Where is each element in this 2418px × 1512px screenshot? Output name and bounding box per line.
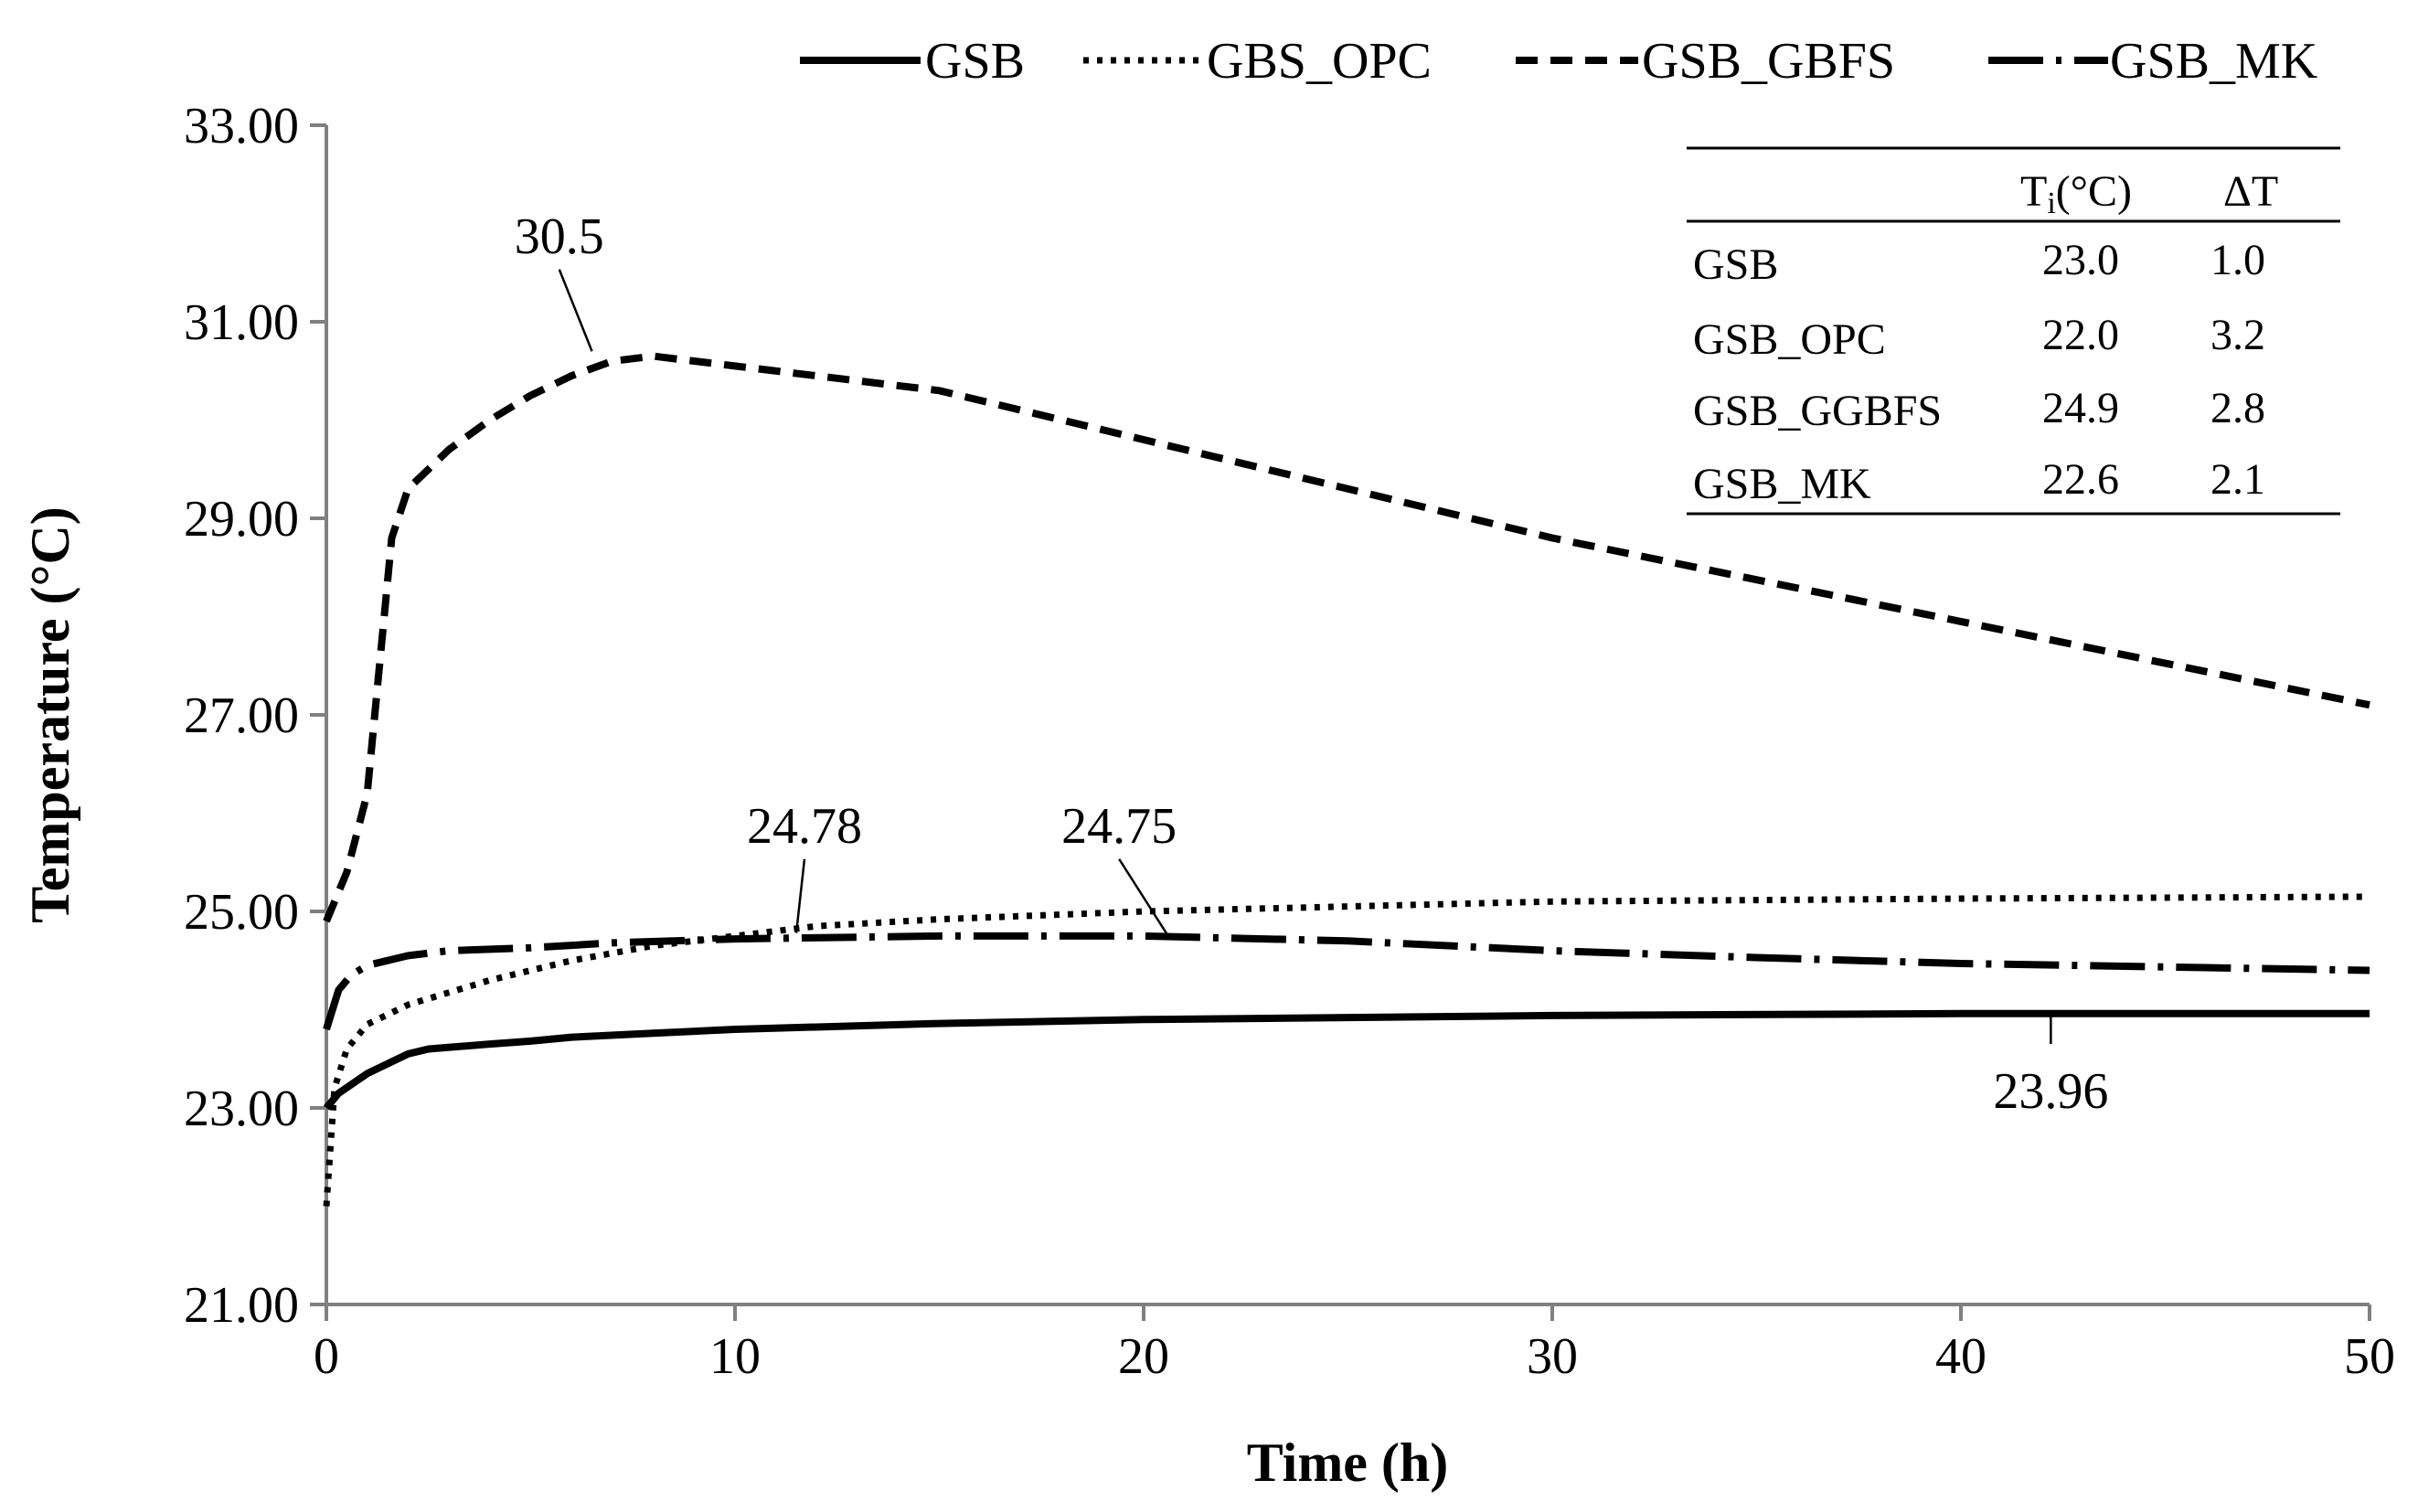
table-row-ti: 24.9 bbox=[2042, 384, 2119, 432]
table-header-ti: Ti(°C) bbox=[2020, 167, 2132, 220]
y-axis-ticks: 21.00 23.00 25.00 27.00 29.00 31.00 33.00 bbox=[184, 98, 326, 1334]
table-row-dt: 2.1 bbox=[2210, 455, 2265, 504]
table-header-ti-unit: (°C) bbox=[2056, 167, 2132, 216]
series-line-gsb-mk bbox=[323, 932, 2370, 1031]
annotation-label: 30.5 bbox=[515, 208, 604, 265]
x-axis-ticks: 0 10 20 30 40 50 bbox=[314, 1304, 2395, 1385]
table-header-ti-sub: i bbox=[2047, 186, 2055, 220]
y-axis-title: Temperature (°C) bbox=[20, 506, 80, 923]
table-row: GSB 23.0 1.0 bbox=[1693, 236, 2265, 289]
x-tick-label: 10 bbox=[709, 1328, 761, 1385]
annotation-layer: 30.5 24.78 24.75 23.96 bbox=[515, 208, 2109, 1120]
legend-label-gsb: GSB bbox=[925, 33, 1025, 90]
table-row-label: GSB_OPC bbox=[1693, 315, 1886, 364]
table-row-ti: 23.0 bbox=[2042, 236, 2119, 284]
table-row-dt: 2.8 bbox=[2210, 384, 2265, 432]
legend: GSB GBS_OPC GSB_GBFS GSB_MK bbox=[800, 33, 2317, 90]
inset-table: Ti(°C) ΔT GSB 23.0 1.0 GSB_OPC 22.0 3.2 … bbox=[1687, 146, 2340, 516]
x-tick-label: 0 bbox=[314, 1328, 339, 1385]
y-tick-label: 23.00 bbox=[184, 1081, 299, 1137]
annotation-leader bbox=[1118, 858, 1169, 937]
table-header-dt: ΔT bbox=[2223, 167, 2278, 216]
y-tick-label: 27.00 bbox=[184, 687, 299, 744]
table-row-dt: 1.0 bbox=[2210, 236, 2265, 284]
legend-label-gsb-mk: GSB_MK bbox=[2110, 33, 2317, 90]
x-tick-label: 40 bbox=[1935, 1328, 1987, 1385]
table-row: GSB_MK 22.6 2.1 bbox=[1693, 455, 2265, 508]
table-row-ti: 22.0 bbox=[2042, 311, 2119, 359]
table-row: GSB_GGBFS 24.9 2.8 bbox=[1693, 384, 2265, 435]
annotation-leader bbox=[558, 269, 593, 352]
legend-label-gbs-opc: GBS_OPC bbox=[1207, 33, 1432, 90]
y-tick-label: 33.00 bbox=[184, 98, 299, 154]
series-layer bbox=[323, 352, 2370, 1207]
series-line-gsb bbox=[323, 1009, 2370, 1111]
table-row-label: GSB_GGBFS bbox=[1693, 387, 1942, 435]
legend-label-gsb-gbfs: GSB_GBFS bbox=[1642, 33, 1895, 90]
x-axis-title: Time (h) bbox=[1247, 1432, 1449, 1493]
table-row-ti: 22.6 bbox=[2042, 455, 2119, 504]
table-row-label: GSB_MK bbox=[1693, 460, 1871, 508]
annotation-label: 24.78 bbox=[747, 798, 862, 855]
annotation-label: 24.75 bbox=[1061, 798, 1177, 855]
x-tick-label: 30 bbox=[1527, 1328, 1578, 1385]
table-row: GSB_OPC 22.0 3.2 bbox=[1693, 311, 2265, 364]
annotation-leader bbox=[794, 858, 806, 933]
y-tick-label: 25.00 bbox=[184, 884, 299, 941]
table-header-ti-t: T bbox=[2020, 167, 2047, 216]
x-tick-label: 20 bbox=[1118, 1328, 1169, 1385]
table-row-dt: 3.2 bbox=[2210, 311, 2265, 359]
x-tick-label: 50 bbox=[2344, 1328, 2395, 1385]
y-tick-label: 21.00 bbox=[184, 1277, 299, 1334]
series-line-gsb-gbfs bbox=[323, 352, 2370, 923]
y-tick-label: 31.00 bbox=[184, 294, 299, 351]
y-tick-label: 29.00 bbox=[184, 491, 299, 548]
table-row-label: GSB bbox=[1693, 240, 1778, 289]
annotation-label: 23.96 bbox=[1993, 1063, 2108, 1120]
